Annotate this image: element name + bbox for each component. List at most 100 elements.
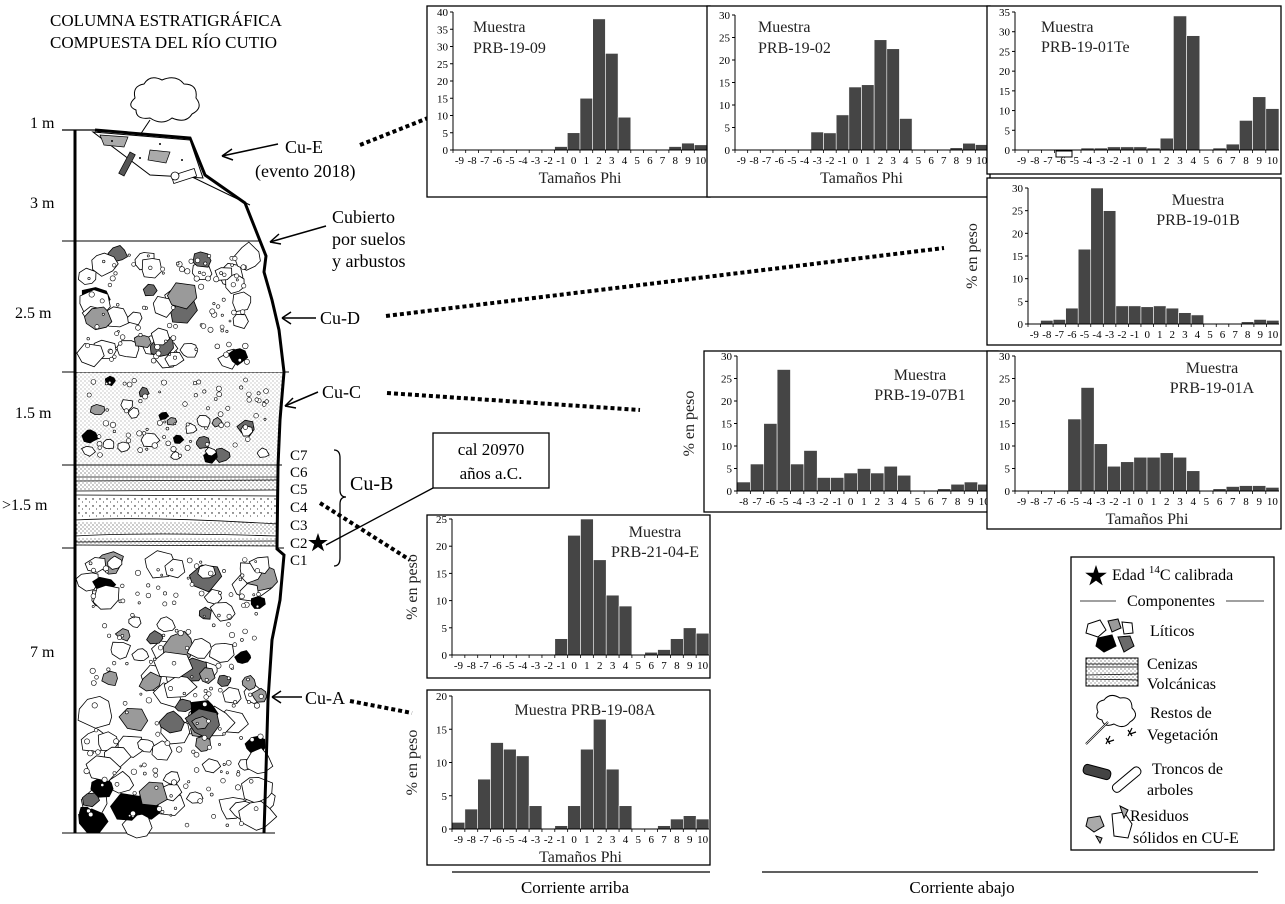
pebble [228,592,234,597]
clast [102,438,115,450]
pebble [228,663,234,669]
x-tick-label: 10 [1267,496,1279,508]
histogram-bar [843,472,858,492]
pebble [150,358,157,364]
y-tick-label: 30 [1012,183,1024,195]
pebble [130,768,137,775]
x-tick-label: 5 [636,660,642,672]
y-tick-label: 5 [1018,296,1024,308]
x-tick-label: 2 [878,155,884,167]
clast [158,411,170,421]
pebble [254,568,260,574]
pebble [145,697,152,704]
x-tick-label: -5 [1070,496,1080,508]
x-tick-label: 7 [660,155,666,167]
pebble [214,343,221,349]
histogram-bar [1103,210,1117,325]
clast [137,738,155,753]
clast [172,434,185,444]
pebble [101,312,105,316]
clast [110,641,132,660]
histogram-bar [1265,487,1280,492]
pebble [190,675,194,679]
x-tick-label: 8 [673,155,679,167]
pebble [177,630,184,637]
y-tick-label: 0 [727,486,733,498]
histogram-bar [736,481,751,492]
pebble [252,593,256,597]
pebble [193,393,198,398]
clast [138,671,162,692]
histogram-bar [503,748,517,830]
histogram-bar [464,808,479,830]
sample-label: PRB-19-01B [1156,212,1240,229]
pebble [106,667,111,672]
pebble [170,568,174,572]
x-tick-label: 0 [1144,329,1150,341]
pebble [165,426,170,431]
pebble [126,381,133,388]
clast [131,648,150,662]
x-tick-label: 9 [1257,329,1263,341]
pebble [201,271,206,277]
pebble [248,692,253,697]
pebble [155,350,162,357]
histogram-bar [605,768,620,830]
x-tick-label: -9 [455,155,465,167]
pebble [88,291,95,298]
pebble [218,743,221,746]
clast [196,415,211,428]
pebble [242,557,248,563]
cu-a-label: Cu-A [305,688,345,708]
pebble [125,661,129,666]
pebble [90,593,97,599]
x-tick-label: 9 [687,834,693,846]
pebble [160,266,165,272]
x-tick-label: 8 [954,155,960,167]
pebble [200,323,207,329]
histogram-bar [1153,305,1167,325]
cu-d-label: Cu-D [320,308,360,328]
pebble [222,762,226,766]
histogram-bar [670,638,684,656]
pebble [156,585,161,590]
clast [107,555,123,570]
x-tick-label: 5 [636,834,642,846]
x-tick-label: -3 [531,660,541,672]
pebble [146,254,150,258]
y-tick-label: 25 [719,33,731,45]
legend-item-trunks-2: arboles [1147,782,1193,799]
x-axis-label: Tamaños Phi [539,170,622,187]
pebble [131,378,137,384]
pebble [205,275,211,282]
x-tick-label: -3 [813,155,823,167]
x-tick-label: 5 [915,496,921,508]
x-tick-label: -9 [737,155,747,167]
histogram-bar [593,718,607,830]
pebble [171,660,177,666]
pebble [91,702,98,709]
pebble [218,591,222,595]
histogram-bar [618,805,633,830]
pebble [240,638,244,642]
histogram-bar [567,535,581,656]
histogram-bar [1159,137,1174,151]
x-tick-label: 9 [968,496,974,508]
x-tick-label: 0 [1138,496,1144,508]
pebble [125,432,131,438]
x-tick-label: 1 [1157,329,1163,341]
pebble [178,453,182,458]
pebble [125,710,129,715]
pebble [173,324,178,329]
pebble [130,612,135,618]
pebble [170,305,176,310]
pebble [107,380,112,385]
pebble [253,413,259,419]
x-tick-label: 10 [697,660,709,672]
pebble [165,440,171,446]
pebble [225,759,232,766]
histogram-bar [657,649,671,656]
y-tick-label: 30 [437,42,449,54]
